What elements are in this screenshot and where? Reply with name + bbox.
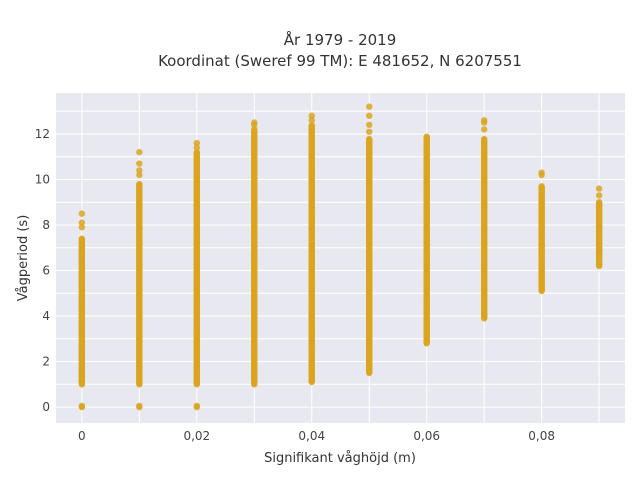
plot-background [56, 93, 625, 423]
data-column [251, 119, 258, 388]
data-point [366, 112, 373, 119]
data-column [193, 139, 201, 411]
data-point [480, 117, 488, 124]
x-tick-label: 0 [78, 429, 86, 443]
data-column [136, 148, 143, 411]
data-point [78, 219, 86, 226]
data-point [423, 133, 430, 140]
x-tick-label: 0,04 [298, 429, 325, 443]
x-tick-label: 0,02 [183, 429, 210, 443]
y-tick-label: 10 [35, 172, 50, 186]
data-point [136, 171, 143, 179]
data-point [480, 126, 488, 133]
data-point [538, 183, 545, 190]
chart-subtitle: Koordinat (Sweref 99 TM): E 481652, N 62… [158, 52, 522, 70]
y-axis-ticks: 0 2 4 6 8 10 12 [35, 127, 50, 414]
data-point [366, 135, 373, 143]
data-point [193, 139, 201, 147]
data-point [366, 128, 373, 135]
data-column [423, 133, 430, 347]
y-axis-title: Vågperiod (s) [16, 215, 31, 302]
data-column [538, 169, 545, 295]
data-column [78, 210, 86, 411]
y-tick-label: 8 [42, 218, 50, 232]
data-point [308, 112, 315, 119]
data-point [193, 144, 201, 151]
data-point [136, 402, 143, 410]
data-points [78, 103, 603, 411]
data-point [136, 180, 143, 188]
data-point [595, 185, 603, 192]
data-column [480, 117, 488, 322]
data-point [366, 103, 373, 110]
data-point [136, 148, 143, 156]
data-point [538, 169, 545, 176]
data-point [308, 117, 315, 124]
data-point [78, 402, 86, 410]
data-column [595, 185, 603, 270]
data-point [78, 224, 86, 231]
data-point [136, 160, 143, 167]
data-point [308, 122, 315, 129]
data-column [366, 103, 373, 377]
x-tick-label: 0,06 [413, 429, 440, 443]
data-point [251, 119, 258, 126]
data-point [480, 135, 488, 143]
x-axis-ticks: 0 0,02 0,04 0,06 0,08 [78, 429, 555, 443]
data-point [78, 210, 86, 217]
x-tick-label: 0,08 [528, 429, 555, 443]
data-point [595, 199, 603, 206]
data-point [193, 148, 201, 156]
y-tick-label: 4 [42, 309, 50, 323]
y-tick-label: 12 [35, 127, 50, 141]
data-point [78, 235, 86, 242]
data-point [595, 192, 603, 199]
y-tick-label: 2 [42, 355, 50, 369]
y-tick-label: 6 [42, 264, 50, 278]
chart-title: År 1979 - 2019 [284, 30, 397, 49]
y-tick-label: 0 [42, 400, 50, 414]
data-column [308, 112, 315, 386]
data-point [193, 402, 201, 410]
data-point [366, 121, 373, 129]
data-point [251, 126, 258, 133]
x-axis-title: Signifikant våghöjd (m) [264, 451, 416, 466]
data-point [136, 167, 143, 174]
